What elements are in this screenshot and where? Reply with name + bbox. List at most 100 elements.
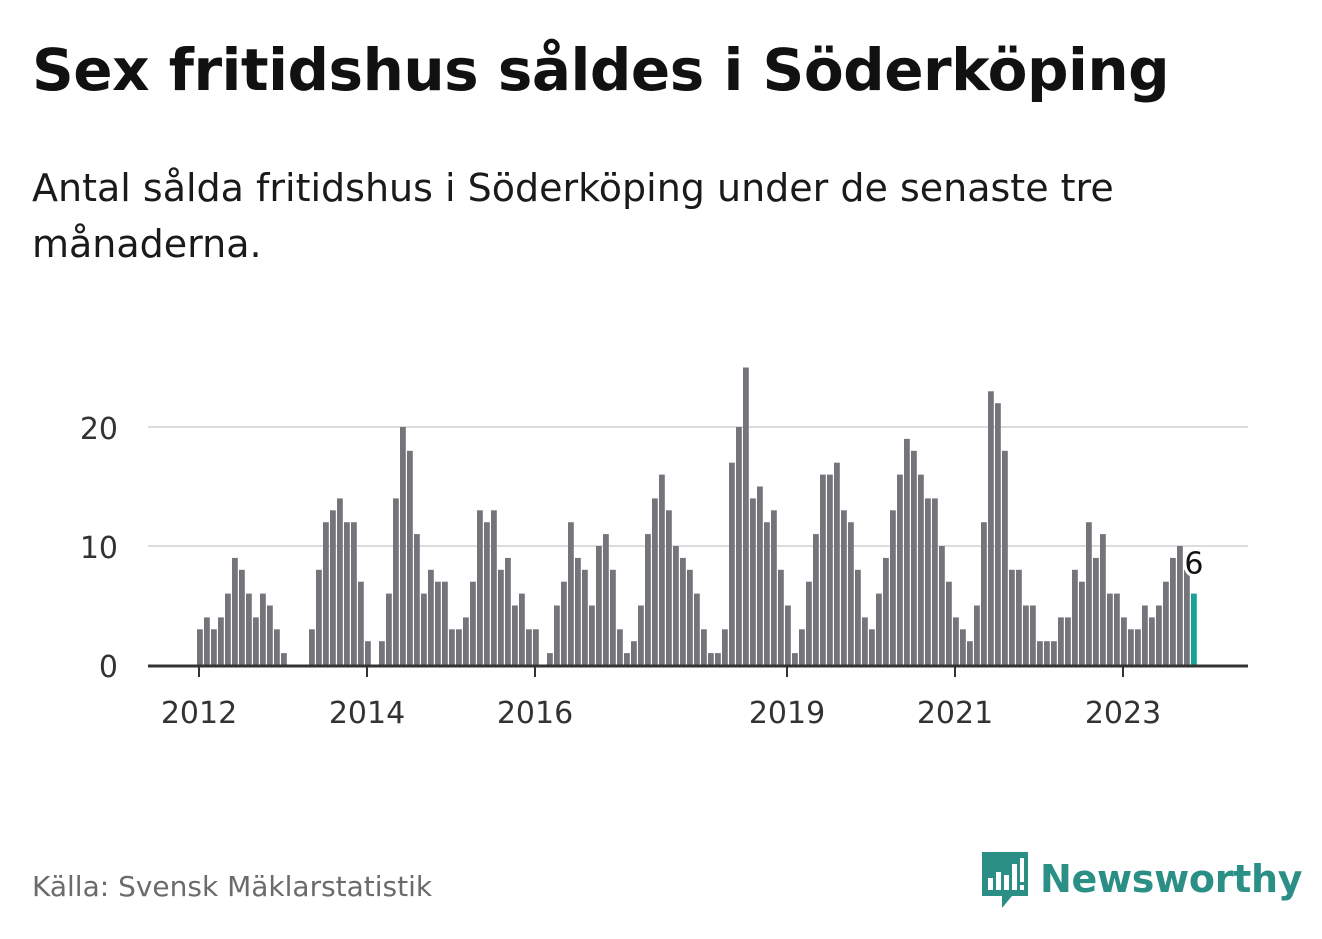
logo-wordmark: Newsworthy <box>1040 857 1303 901</box>
data-labels: 6 <box>1181 544 1206 585</box>
bar <box>750 498 756 665</box>
bar <box>827 474 833 665</box>
x-tick-label: 2021 <box>917 696 993 731</box>
bar <box>204 617 210 665</box>
bar <box>1156 605 1162 665</box>
bar <box>386 593 392 665</box>
bar <box>687 569 693 665</box>
y-tick-label: 20 <box>80 412 118 447</box>
bar <box>1079 581 1085 665</box>
bar <box>820 474 826 665</box>
bar <box>589 605 595 665</box>
bar <box>1037 641 1043 665</box>
bar <box>764 522 770 665</box>
bar <box>512 605 518 665</box>
x-tick-label: 2023 <box>1085 696 1161 731</box>
bar <box>1002 450 1008 665</box>
bar <box>449 629 455 665</box>
bar <box>351 522 357 665</box>
bar <box>855 569 861 665</box>
bar <box>911 450 917 665</box>
bar <box>652 498 658 665</box>
chart-title: Sex fritidshus såldes i Söderköping <box>32 36 1170 104</box>
x-tick-label: 2012 <box>161 696 237 731</box>
bar <box>694 593 700 665</box>
bar <box>596 546 602 665</box>
bar <box>974 605 980 665</box>
bar <box>1114 593 1120 665</box>
newsworthy-logo: Newsworthy <box>980 848 1303 910</box>
bar <box>722 629 728 665</box>
chart-subtitle: Antal sålda fritidshus i Söderköping und… <box>32 166 1114 266</box>
bar <box>414 534 420 665</box>
bar <box>1009 569 1015 665</box>
bar <box>645 534 651 665</box>
bar <box>1177 546 1183 665</box>
bar <box>225 593 231 665</box>
bar <box>967 641 973 665</box>
bar <box>1023 605 1029 665</box>
x-tick-label: 2014 <box>329 696 405 731</box>
bar <box>624 653 630 665</box>
bar <box>435 581 441 665</box>
bar <box>680 557 686 665</box>
bar <box>946 581 952 665</box>
bar <box>834 462 840 665</box>
bar <box>456 629 462 665</box>
bar <box>309 629 315 665</box>
bar <box>771 510 777 665</box>
bar <box>897 474 903 665</box>
bar <box>526 629 532 665</box>
bar <box>582 569 588 665</box>
bar <box>1058 617 1064 665</box>
axes: 0 10 20 2012 2014 2016 2019 2021 2023 <box>80 412 1248 731</box>
bar <box>491 510 497 665</box>
bar <box>533 629 539 665</box>
bar <box>995 403 1001 665</box>
bar <box>1149 617 1155 665</box>
bar <box>575 557 581 665</box>
bar <box>1163 581 1169 665</box>
bar <box>638 605 644 665</box>
bar <box>813 534 819 665</box>
bar <box>869 629 875 665</box>
bar <box>554 605 560 665</box>
bar <box>407 450 413 665</box>
bar <box>498 569 504 665</box>
bar <box>701 629 707 665</box>
bar <box>470 581 476 665</box>
bar <box>778 569 784 665</box>
highlight-value-label: 6 <box>1184 547 1203 582</box>
bar <box>1184 569 1190 665</box>
bar <box>323 522 329 665</box>
bar <box>953 617 959 665</box>
bar <box>365 641 371 665</box>
bar <box>603 534 609 665</box>
bar <box>1170 557 1176 665</box>
bar <box>379 641 385 665</box>
bar <box>1128 629 1134 665</box>
x-tick-label: 2016 <box>497 696 573 731</box>
bar <box>981 522 987 665</box>
bar-chart: 0 10 20 2012 2014 2016 2019 2021 2023 6 <box>80 367 1248 731</box>
bar <box>1142 605 1148 665</box>
bar <box>484 522 490 665</box>
bar <box>1044 641 1050 665</box>
bar <box>344 522 350 665</box>
bar <box>862 617 868 665</box>
bar <box>610 569 616 665</box>
bar <box>988 391 994 665</box>
bar <box>799 629 805 665</box>
bar <box>421 593 427 665</box>
bar <box>1051 641 1057 665</box>
bar <box>393 498 399 665</box>
bar <box>330 510 336 665</box>
bar <box>757 486 763 665</box>
bar <box>939 546 945 665</box>
bar <box>841 510 847 665</box>
bar <box>743 367 749 665</box>
bar <box>1016 569 1022 665</box>
bar <box>659 474 665 665</box>
bar-highlight <box>1191 593 1197 665</box>
bar <box>428 569 434 665</box>
